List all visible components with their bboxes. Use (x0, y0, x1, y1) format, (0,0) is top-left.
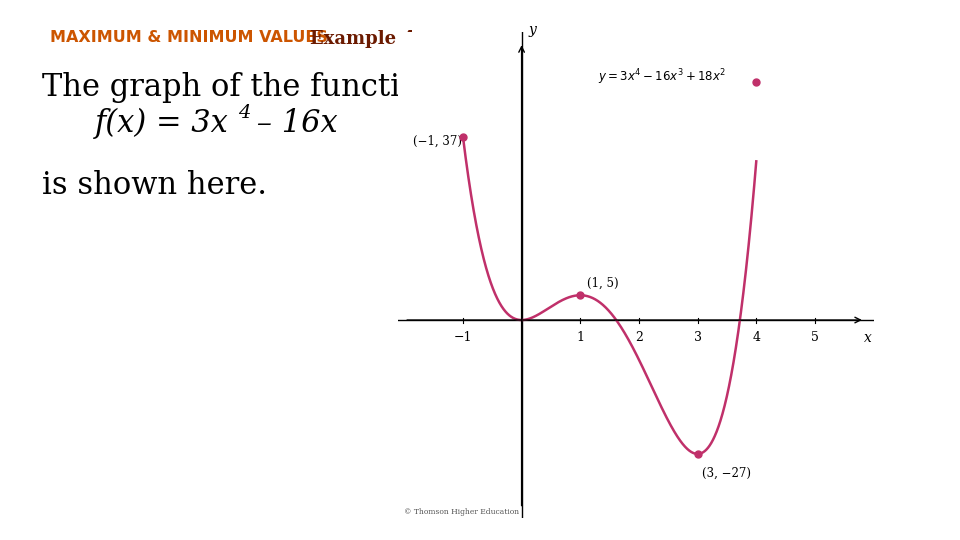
Text: Example 4: Example 4 (310, 30, 415, 48)
Text: 4: 4 (238, 104, 251, 122)
Text: 2: 2 (635, 331, 643, 344)
Text: −1: −1 (454, 331, 472, 344)
Text: – 16x: – 16x (247, 108, 338, 139)
Text: f(x) = 3x: f(x) = 3x (95, 108, 228, 139)
Text: © Thomson Higher Education: © Thomson Higher Education (404, 508, 519, 516)
Text: 3: 3 (401, 104, 414, 122)
Text: 5: 5 (811, 331, 819, 344)
Text: (3, −27): (3, −27) (703, 467, 752, 480)
Text: 3: 3 (693, 331, 702, 344)
Text: is shown here.: is shown here. (42, 170, 267, 201)
Text: The graph of the function: The graph of the function (42, 72, 438, 103)
Text: -1 ≤ x ≤ 4: -1 ≤ x ≤ 4 (593, 108, 769, 139)
Text: 4: 4 (753, 331, 760, 344)
Text: 2: 2 (565, 104, 577, 122)
Text: y: y (528, 23, 536, 37)
Text: MAXIMUM & MINIMUM VALUES: MAXIMUM & MINIMUM VALUES (50, 30, 328, 45)
Text: (−1, 37): (−1, 37) (413, 135, 462, 148)
Text: (1, 5): (1, 5) (588, 276, 619, 289)
Text: + 18x: + 18x (411, 108, 512, 139)
Text: $y = 3x^4 - 16x^3 + 18x^2$: $y = 3x^4 - 16x^3 + 18x^2$ (598, 67, 726, 87)
Text: 1: 1 (576, 331, 585, 344)
Text: x: x (864, 331, 872, 345)
